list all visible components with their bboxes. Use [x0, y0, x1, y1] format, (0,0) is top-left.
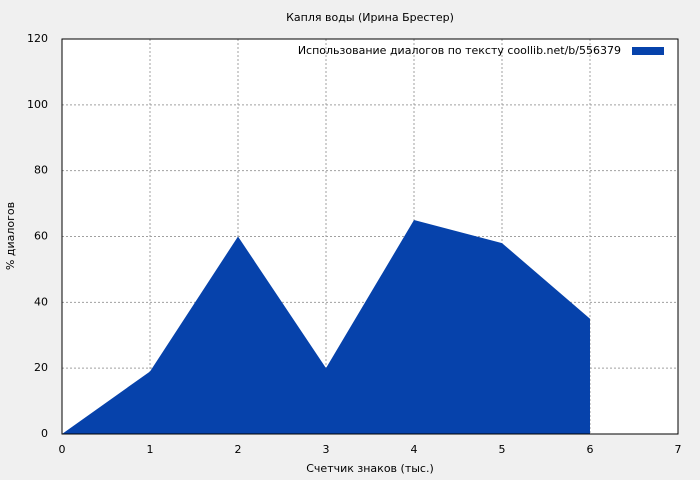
- y-tick-label: 100: [27, 98, 48, 111]
- y-tick-label: 20: [34, 361, 48, 374]
- x-tick-label: 6: [587, 443, 594, 456]
- x-tick-label: 4: [411, 443, 418, 456]
- plot-border: [61, 38, 679, 435]
- y-tick-label: 60: [34, 230, 48, 243]
- x-tick-label: 5: [499, 443, 506, 456]
- x-tick-label: 0: [59, 443, 66, 456]
- legend-swatch: [632, 47, 664, 55]
- x-tick-label: 2: [235, 443, 242, 456]
- y-tick-label: 120: [27, 32, 48, 45]
- x-tick-label: 3: [323, 443, 330, 456]
- area: [62, 220, 590, 434]
- y-axis-label: % диалогов: [4, 202, 17, 270]
- y-tick-label: 40: [34, 295, 48, 308]
- y-tick-label: 0: [41, 427, 48, 440]
- legend-label: Использование диалогов по тексту coollib…: [298, 44, 621, 57]
- x-axis-label: Счетчик знаков (тыс.): [306, 462, 434, 475]
- chart-title: Капля воды (Ирина Брестер): [286, 11, 454, 24]
- x-tick-label: 7: [675, 443, 682, 456]
- y-tick-label: 80: [34, 164, 48, 177]
- x-tick-label: 1: [147, 443, 154, 456]
